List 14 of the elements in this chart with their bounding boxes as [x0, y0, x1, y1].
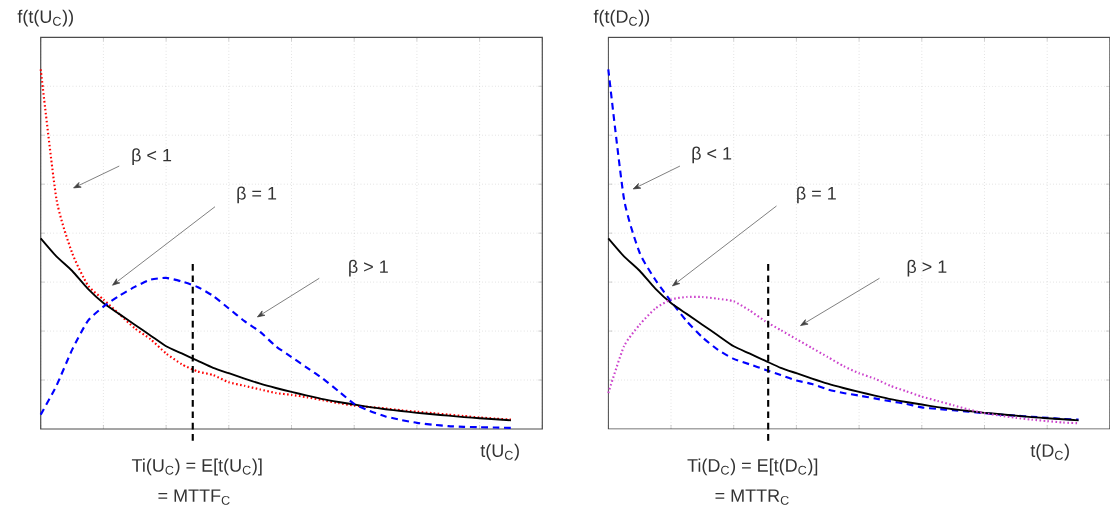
- annotation: β > 1: [907, 259, 947, 277]
- annotation: β > 1: [349, 259, 388, 277]
- annotation: β = 1: [237, 186, 277, 204]
- text: Ti(D$_{C}$) = E[t(D$_{C}$)]: [687, 458, 818, 476]
- text: = MTTR$_{C}$: [715, 489, 789, 505]
- annotation: β < 1: [692, 146, 732, 164]
- text: = MTTF$_{C}$: [158, 489, 230, 505]
- x-axis-title: t(D$_{C}$): [1030, 443, 1069, 461]
- annotation: β = 1: [797, 186, 836, 204]
- text: Ti(U$_{C}$) = E[t(U$_{C}$)]: [131, 458, 262, 476]
- annotation: β < 1: [132, 148, 172, 166]
- y-axis-title: f(t(D$_{C}$)): [593, 9, 650, 27]
- y-axis-title: f(t(U$_{C}$)): [17, 9, 73, 27]
- x-axis-title: t(U$_{C}$): [480, 443, 519, 461]
